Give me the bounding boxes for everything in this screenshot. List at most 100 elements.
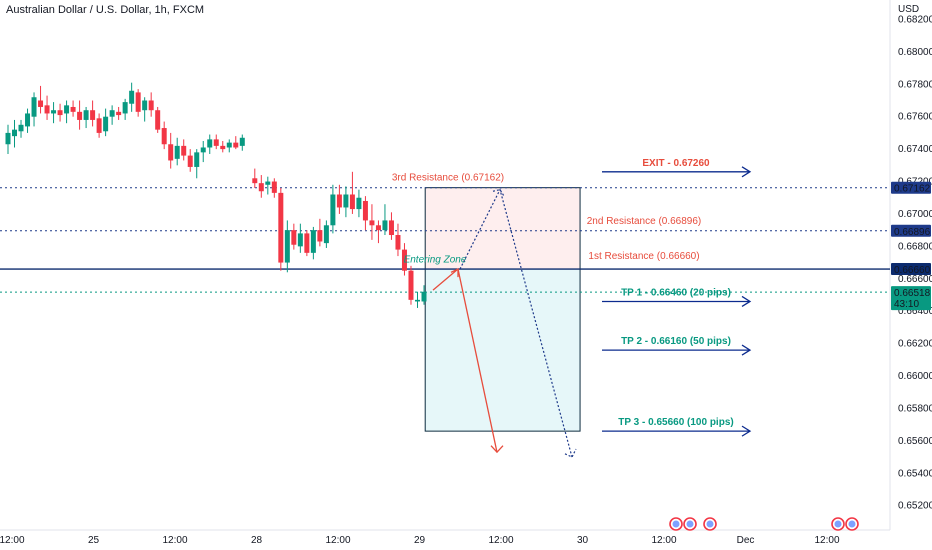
candle-body xyxy=(103,116,109,132)
x-tick-label: 28 xyxy=(251,535,263,546)
candle-body xyxy=(90,110,96,120)
price-tag xyxy=(891,286,931,311)
chart-title: Australian Dollar / U.S. Dollar, 1h, FXC… xyxy=(6,4,205,16)
projection-up-line xyxy=(432,268,459,291)
resistance-label: 3rd Resistance (0.67162) xyxy=(392,173,504,184)
candle-body xyxy=(207,139,213,148)
candle-body xyxy=(194,152,200,167)
candle-body xyxy=(168,144,174,161)
candle-body xyxy=(129,90,135,104)
candle-body xyxy=(278,192,284,263)
candle-body xyxy=(388,220,394,236)
candle-body xyxy=(304,233,310,253)
y-tick-label: 0.67000 xyxy=(898,209,932,220)
x-tick-label: 12:00 xyxy=(488,535,513,546)
candle-body xyxy=(356,197,362,210)
candle-body xyxy=(213,139,219,146)
candle-body xyxy=(83,110,89,120)
candle-body xyxy=(161,128,167,145)
tp-3-arrowhead xyxy=(741,425,752,437)
candle-body xyxy=(265,181,271,185)
candle-body xyxy=(414,299,420,302)
currency-label: USD xyxy=(898,4,919,15)
price-tag xyxy=(891,181,931,194)
candle-body xyxy=(284,230,290,263)
us-flag-icon-inner xyxy=(706,520,714,528)
projection-down-arrowhead xyxy=(490,445,504,454)
tp-2-arrowhead xyxy=(741,344,752,356)
x-tick-label: 12:00 xyxy=(814,535,839,546)
candle-body xyxy=(70,106,76,112)
resistance-label: 2nd Resistance (0.66896) xyxy=(587,216,702,227)
tp-3-label: TP 3 - 0.65660 (100 pips) xyxy=(618,417,733,428)
tp-1-arrowhead xyxy=(741,295,752,308)
candle-body xyxy=(349,194,355,210)
y-tick-label: 0.67400 xyxy=(898,144,932,155)
candle-body xyxy=(174,145,180,159)
candle-body xyxy=(135,92,141,112)
candle-body xyxy=(323,225,329,244)
x-tick-label: 12:00 xyxy=(651,535,676,546)
candle-body xyxy=(18,124,24,132)
candle-body xyxy=(96,118,102,133)
candle-body xyxy=(64,105,70,114)
price-tag-sublabel: 43:10 xyxy=(894,299,919,310)
candle-body xyxy=(155,110,161,130)
us-flag-icon-inner xyxy=(672,520,680,528)
candle-body xyxy=(25,113,31,127)
candle-body xyxy=(408,270,414,300)
y-tick-label: 0.66000 xyxy=(898,371,932,382)
candle-body xyxy=(362,200,368,221)
candle-body xyxy=(421,291,427,302)
tp-2-label: TP 2 - 0.66160 (50 pips) xyxy=(621,336,731,347)
y-tick-label: 0.68000 xyxy=(898,47,932,58)
tp-1-label: TP 1 - 0.66460 (20 pips) xyxy=(621,287,731,298)
y-tick-label: 0.66200 xyxy=(898,339,932,350)
x-tick-label: 25 xyxy=(88,535,100,546)
candle-body xyxy=(220,145,226,150)
projection-down-line xyxy=(457,268,498,453)
candle-body xyxy=(5,132,11,145)
x-tick-label: 29 xyxy=(414,535,426,546)
candle-body xyxy=(252,178,258,184)
candle-body xyxy=(317,230,323,242)
resistance-label: 1st Resistance (0.66660) xyxy=(588,251,699,262)
candle-body xyxy=(401,249,407,271)
y-tick-label: 0.66400 xyxy=(898,306,932,317)
exit-arrowhead xyxy=(741,166,752,178)
price-tag-label: 0.66896 xyxy=(894,227,931,238)
candle-body xyxy=(31,97,37,117)
candle-body xyxy=(343,194,349,208)
y-tick-label: 0.67800 xyxy=(898,79,932,90)
price-tag xyxy=(891,263,931,276)
reward-zone-box xyxy=(425,269,581,432)
x-tick-label: 12:00 xyxy=(325,535,350,546)
y-tick-label: 0.65800 xyxy=(898,403,932,414)
y-tick-label: 0.65400 xyxy=(898,468,932,479)
candle-body xyxy=(148,100,154,111)
candle-body xyxy=(233,142,239,148)
candle-body xyxy=(116,111,122,116)
candle-body xyxy=(181,145,187,156)
candle-body xyxy=(382,220,388,231)
candle-body xyxy=(291,230,297,245)
candle-body xyxy=(51,110,57,114)
us-flag-icon-inner xyxy=(834,520,842,528)
us-flag-icon-inner xyxy=(848,520,856,528)
candle-body xyxy=(310,230,316,253)
x-tick-label: 12:00 xyxy=(162,535,187,546)
projection-dotted-path xyxy=(459,187,573,458)
candle-body xyxy=(369,220,375,226)
exit-label: EXIT - 0.67260 xyxy=(642,158,710,169)
candle-body xyxy=(109,110,115,117)
y-tick-label: 0.68200 xyxy=(898,14,932,25)
candle-body xyxy=(330,194,336,226)
candle-body xyxy=(297,233,303,247)
y-tick-label: 0.66800 xyxy=(898,241,932,252)
candle-body xyxy=(258,183,264,192)
y-tick-label: 0.65200 xyxy=(898,501,932,512)
y-tick-label: 0.65600 xyxy=(898,436,932,447)
candle-body xyxy=(239,137,245,146)
x-tick-label: Dec xyxy=(737,535,755,546)
